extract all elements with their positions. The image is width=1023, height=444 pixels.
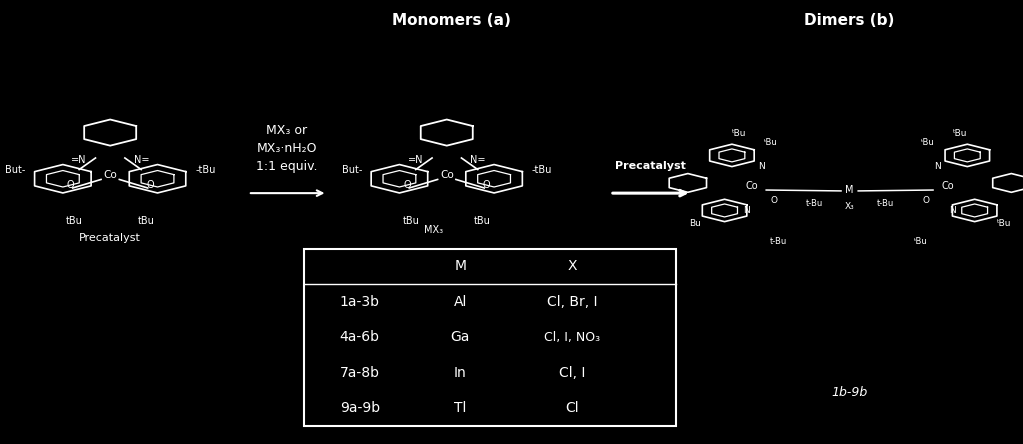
Text: But-: But-	[5, 165, 26, 174]
Text: t-Bu: t-Bu	[805, 199, 822, 208]
Text: Precatalyst: Precatalyst	[79, 233, 141, 243]
Text: =N: =N	[72, 155, 87, 165]
Text: tBu: tBu	[65, 216, 83, 226]
Text: N: N	[758, 162, 764, 170]
Text: tBu: tBu	[475, 216, 491, 226]
Text: M: M	[845, 185, 854, 195]
Text: Tl: Tl	[454, 401, 466, 416]
Text: ᵗBu: ᵗBu	[732, 129, 747, 138]
Text: N: N	[949, 206, 957, 215]
Text: O: O	[146, 180, 153, 190]
Text: Cl, I: Cl, I	[559, 366, 585, 380]
Text: t-Bu: t-Bu	[877, 199, 894, 208]
Text: N: N	[935, 162, 941, 170]
Text: tBu: tBu	[402, 216, 419, 226]
Text: -tBu: -tBu	[195, 165, 216, 174]
Text: ᵗBu: ᵗBu	[996, 219, 1012, 228]
Text: -tBu: -tBu	[532, 165, 552, 174]
Text: Ga: Ga	[450, 330, 470, 345]
Text: MX₃: MX₃	[425, 225, 443, 235]
Text: 1a-9a: 1a-9a	[429, 254, 464, 267]
Text: Cl, I, NO₃: Cl, I, NO₃	[544, 331, 601, 344]
Text: Co: Co	[941, 182, 954, 191]
Text: O: O	[922, 196, 929, 205]
Text: X: X	[567, 259, 577, 274]
Text: Al: Al	[453, 295, 468, 309]
Text: Cl, Br, I: Cl, Br, I	[546, 295, 597, 309]
Text: MX₃ or
MX₃·nH₂O
1:1 equiv.: MX₃ or MX₃·nH₂O 1:1 equiv.	[256, 124, 317, 173]
Text: ᵗBu: ᵗBu	[952, 129, 967, 138]
Text: 1b-9b: 1b-9b	[832, 386, 868, 399]
Text: =N: =N	[408, 155, 424, 165]
Text: Bu: Bu	[690, 219, 701, 228]
Text: Monomers (a): Monomers (a)	[393, 13, 512, 28]
Text: But-: But-	[342, 165, 362, 174]
Text: Co: Co	[745, 182, 758, 191]
Text: Co: Co	[440, 170, 453, 180]
Text: Precatalyst: Precatalyst	[615, 161, 686, 171]
Text: N=: N=	[471, 155, 486, 165]
Text: Cl: Cl	[565, 401, 579, 416]
Text: t-Bu: t-Bu	[769, 237, 787, 246]
Text: N=: N=	[134, 155, 149, 165]
Text: ᵗBu: ᵗBu	[764, 138, 777, 147]
Text: N: N	[744, 206, 750, 215]
Text: 1a-3b: 1a-3b	[340, 295, 380, 309]
Text: tBu: tBu	[138, 216, 154, 226]
Bar	[304, 249, 676, 426]
Text: O: O	[770, 196, 777, 205]
Text: O: O	[66, 180, 75, 190]
Text: O: O	[483, 180, 490, 190]
Text: Dimers (b): Dimers (b)	[804, 13, 895, 28]
Text: X₃: X₃	[845, 202, 854, 210]
Text: Co: Co	[103, 170, 117, 180]
Text: M: M	[454, 259, 466, 274]
Text: ᵗBu: ᵗBu	[922, 138, 935, 147]
Text: In: In	[454, 366, 466, 380]
Text: O: O	[403, 180, 411, 190]
Text: ᵗBu: ᵗBu	[914, 237, 928, 246]
Text: 4a-6b: 4a-6b	[340, 330, 380, 345]
Text: 9a-9b: 9a-9b	[340, 401, 380, 416]
Text: 7a-8b: 7a-8b	[340, 366, 380, 380]
